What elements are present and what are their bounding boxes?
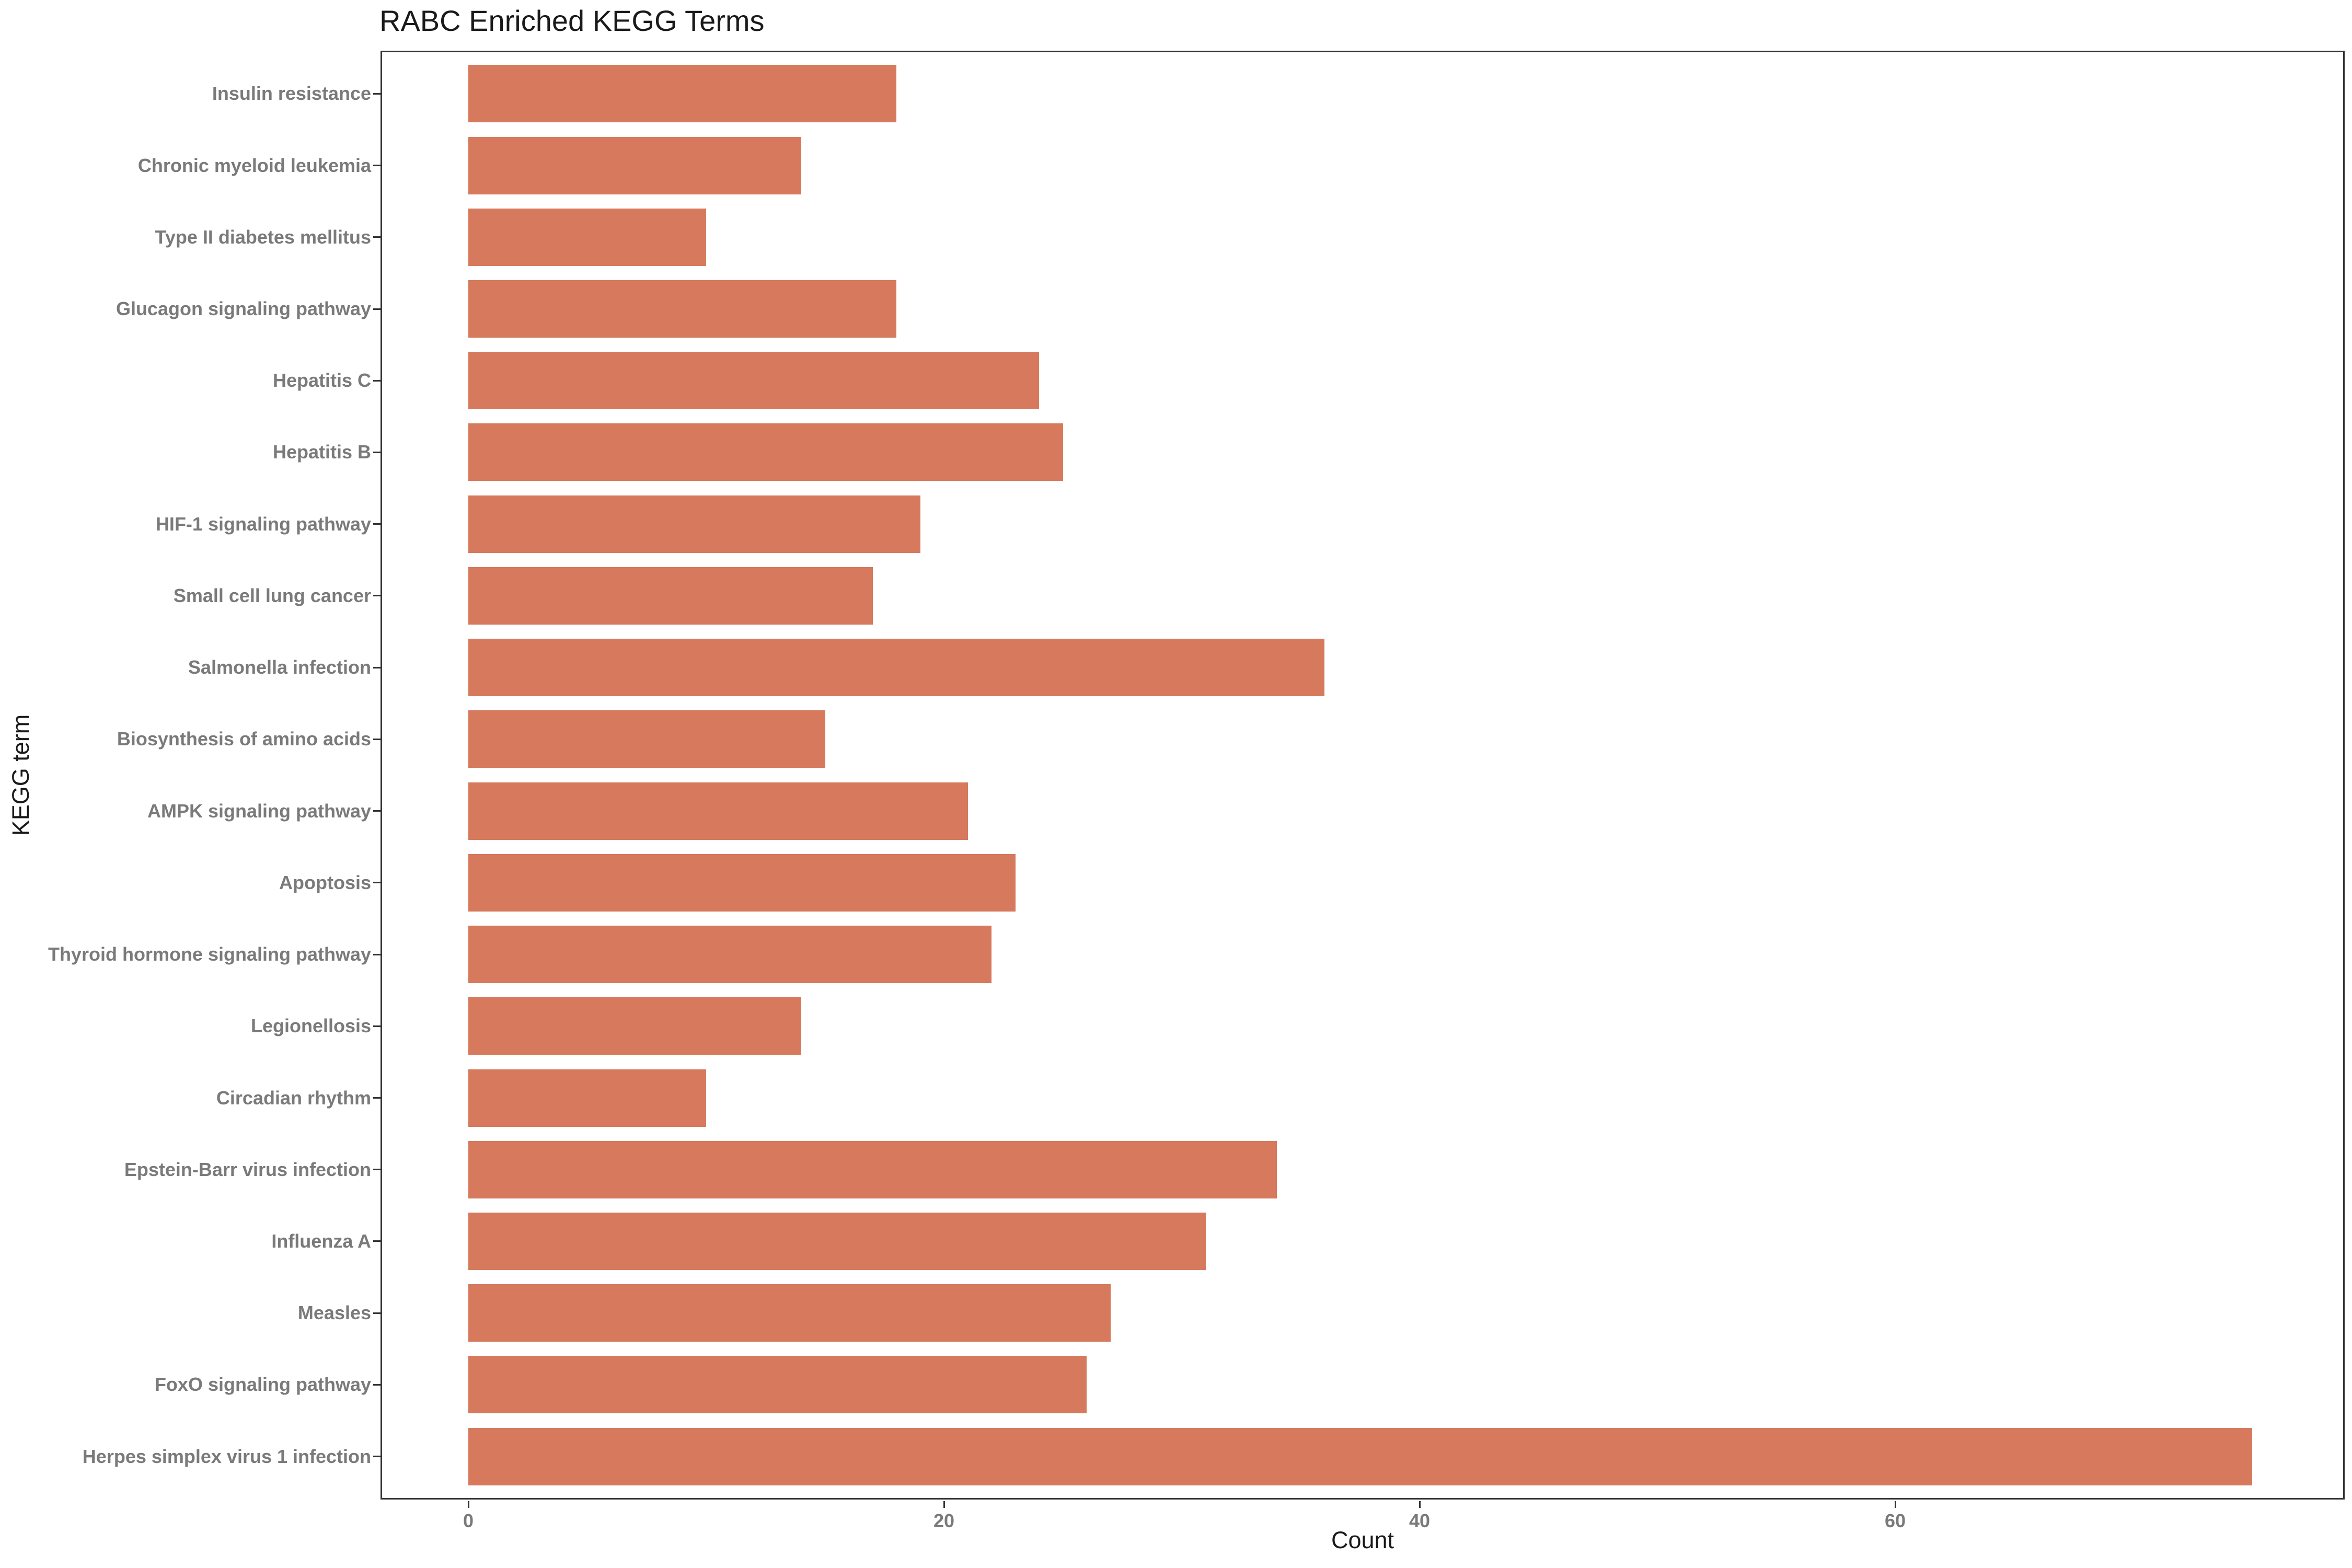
y-axis-tick-label: Legionellosis bbox=[250, 1015, 371, 1037]
x-axis-tick bbox=[467, 1501, 469, 1508]
y-axis-tick bbox=[373, 451, 381, 453]
y-axis-tick bbox=[373, 1097, 381, 1099]
y-axis-tick bbox=[373, 882, 381, 884]
y-axis-tick bbox=[373, 236, 381, 238]
bar bbox=[468, 136, 801, 194]
bar bbox=[468, 1212, 1206, 1270]
y-axis-tick bbox=[373, 308, 381, 310]
y-axis-tick bbox=[373, 666, 381, 668]
x-axis-tick-label: 40 bbox=[1409, 1510, 1431, 1531]
bar bbox=[468, 208, 706, 266]
y-axis-tick bbox=[373, 1312, 381, 1314]
bar bbox=[468, 1069, 706, 1127]
y-axis-tick-label: Circadian rhythm bbox=[216, 1087, 371, 1109]
bar bbox=[468, 65, 896, 123]
y-axis-tick-label: AMPK signaling pathway bbox=[147, 800, 371, 822]
bar bbox=[468, 926, 991, 984]
y-axis-tick bbox=[373, 1025, 381, 1027]
y-axis-tick-label: Herpes simplex virus 1 infection bbox=[82, 1445, 371, 1467]
x-axis-tick-label: 60 bbox=[1884, 1510, 1906, 1531]
y-axis-tick-label: Small cell lung cancer bbox=[173, 584, 371, 606]
bar bbox=[468, 352, 1039, 410]
y-axis-tick-label: Hepatitis C bbox=[272, 370, 371, 391]
x-axis-tick bbox=[1419, 1501, 1421, 1508]
y-axis-tick-label: Influenza A bbox=[271, 1230, 371, 1252]
y-axis-tick-label: Hepatitis B bbox=[272, 441, 371, 463]
y-axis-tick-label: Salmonella infection bbox=[188, 656, 371, 678]
bar bbox=[468, 997, 801, 1055]
y-axis-title: KEGG term bbox=[7, 714, 34, 836]
bar bbox=[468, 710, 825, 768]
y-axis-tick bbox=[373, 810, 381, 812]
bar bbox=[468, 1356, 1087, 1414]
y-axis-tick bbox=[373, 165, 381, 167]
y-axis-tick bbox=[373, 595, 381, 597]
y-axis-tick-label: Insulin resistance bbox=[212, 83, 371, 105]
bar bbox=[468, 1284, 1111, 1342]
bar bbox=[468, 1427, 2252, 1485]
bar bbox=[468, 1140, 1277, 1198]
bar bbox=[468, 639, 1324, 697]
x-axis-tick bbox=[943, 1501, 945, 1508]
y-axis-tick-label: HIF-1 signaling pathway bbox=[155, 513, 371, 535]
y-axis-tick-label: Glucagon signaling pathway bbox=[116, 298, 371, 320]
x-axis-tick-label: 20 bbox=[933, 1510, 955, 1531]
y-axis-tick-label: Measles bbox=[297, 1302, 371, 1324]
y-axis-tick bbox=[373, 1456, 381, 1458]
x-axis-tick bbox=[1894, 1501, 1896, 1508]
y-axis-tick-label: FoxO signaling pathway bbox=[154, 1374, 371, 1396]
bar bbox=[468, 280, 896, 338]
x-axis-tick-label: 0 bbox=[463, 1510, 474, 1531]
bar bbox=[468, 495, 920, 553]
y-axis-tick bbox=[373, 1169, 381, 1171]
y-axis-tick-label: Type II diabetes mellitus bbox=[155, 226, 371, 248]
plot-panel bbox=[381, 51, 2345, 1500]
x-axis-title: Count bbox=[1331, 1527, 1394, 1553]
y-axis-tick bbox=[373, 738, 381, 740]
y-axis-tick-label: Apoptosis bbox=[279, 871, 371, 893]
y-axis-tick bbox=[373, 93, 381, 95]
y-axis-tick-label: Chronic myeloid leukemia bbox=[137, 154, 371, 176]
bar bbox=[468, 423, 1063, 481]
y-axis-tick-label: Thyroid hormone signaling pathway bbox=[48, 943, 371, 965]
bar bbox=[468, 782, 968, 840]
bar bbox=[468, 854, 1016, 912]
chart-title: RABC Enriched KEGG Terms bbox=[379, 4, 765, 37]
bar bbox=[468, 567, 873, 625]
y-axis-tick bbox=[373, 523, 381, 525]
y-axis-tick-label: Biosynthesis of amino acids bbox=[117, 728, 371, 750]
y-axis-tick bbox=[373, 1240, 381, 1242]
y-axis-tick-label: Epstein-Barr virus infection bbox=[124, 1158, 371, 1180]
y-axis-tick bbox=[373, 953, 381, 955]
y-axis-tick bbox=[373, 1383, 381, 1386]
y-axis-tick bbox=[373, 379, 381, 382]
